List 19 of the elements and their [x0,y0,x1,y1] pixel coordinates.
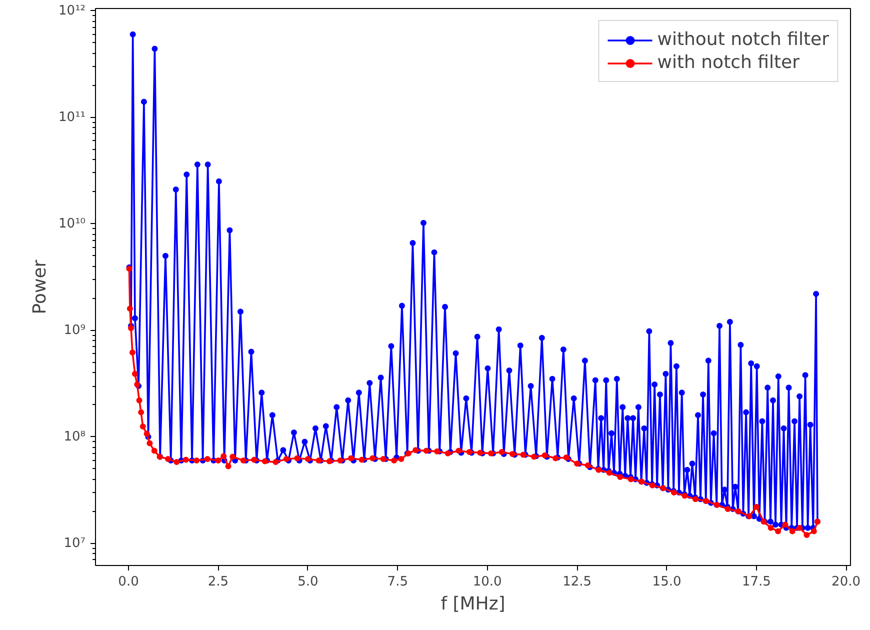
x-axis-title: f [MHz] [440,594,506,614]
y-tick-label: 10⁹ [64,322,86,338]
x-tick-label: 12.5 [562,574,592,590]
legend-label: with notch filter [657,52,800,73]
x-tick-label: 7.5 [387,574,408,590]
x-tick-label: 5.0 [298,574,318,590]
y-tick-label: 10⁸ [64,429,86,444]
y-tick-label: 10¹⁰ [58,216,86,232]
x-tick-label: 2.5 [208,574,229,590]
y-tick-label: 10⁷ [64,536,86,551]
x-tick-label: 20.0 [832,574,861,590]
y-tick-label: 10¹² [58,3,86,18]
y-axis-title: Power [30,259,51,314]
legend-label: without notch filter [657,29,829,50]
x-tick-label: 17.5 [742,574,771,590]
y-tick-label: 10¹¹ [58,110,86,125]
x-tick-label: 15.0 [652,574,682,590]
x-tick-label: 0.0 [118,574,139,590]
x-tick-label: 10.0 [472,574,502,590]
